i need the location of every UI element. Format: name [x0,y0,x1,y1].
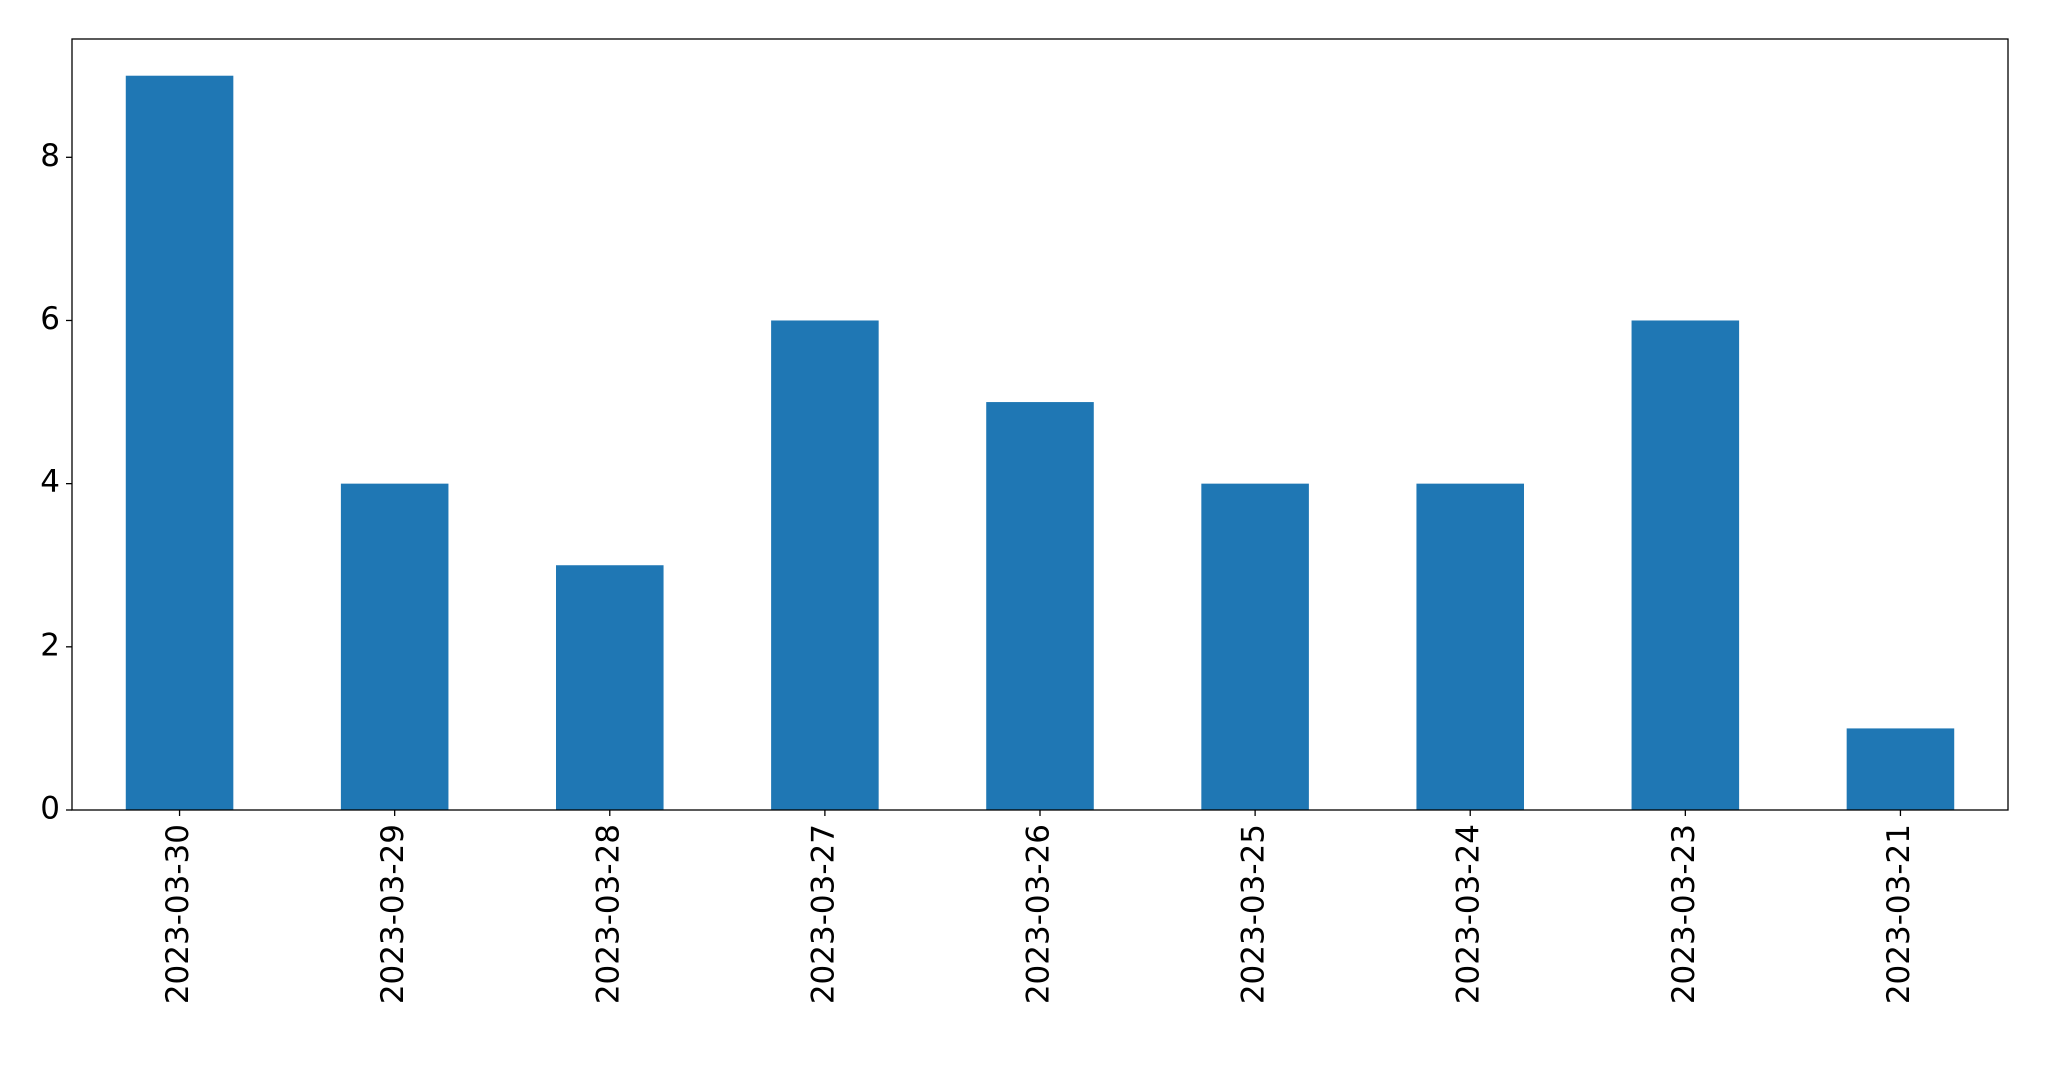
x-tick-label: 2023-03-26 [1021,824,1057,1004]
y-tick-label: 0 [40,791,60,827]
x-tick-label: 2023-03-25 [1236,824,1272,1004]
bar [986,402,1094,810]
bar [1846,728,1955,810]
bar [556,565,664,810]
x-tick-label: 2023-03-21 [1881,824,1917,1004]
y-tick-label: 6 [40,301,60,337]
x-tick-label: 2023-03-28 [590,824,626,1004]
x-tick-label: 2023-03-24 [1451,824,1487,1004]
x-tick-label: 2023-03-29 [375,824,411,1004]
bar [1416,483,1524,810]
y-tick-label: 8 [40,138,60,174]
plot-frame [71,38,2009,811]
bar [125,75,234,810]
x-tick-label: 2023-03-27 [805,824,841,1004]
bar [340,483,449,810]
x-tick-label: 2023-03-30 [160,824,196,1004]
bar [1201,483,1309,810]
y-tick-label: 2 [40,627,60,663]
x-tick-label: 2023-03-23 [1666,824,1702,1004]
y-tick-label: 4 [40,464,60,500]
bar [1631,320,1740,810]
bar [771,320,879,810]
